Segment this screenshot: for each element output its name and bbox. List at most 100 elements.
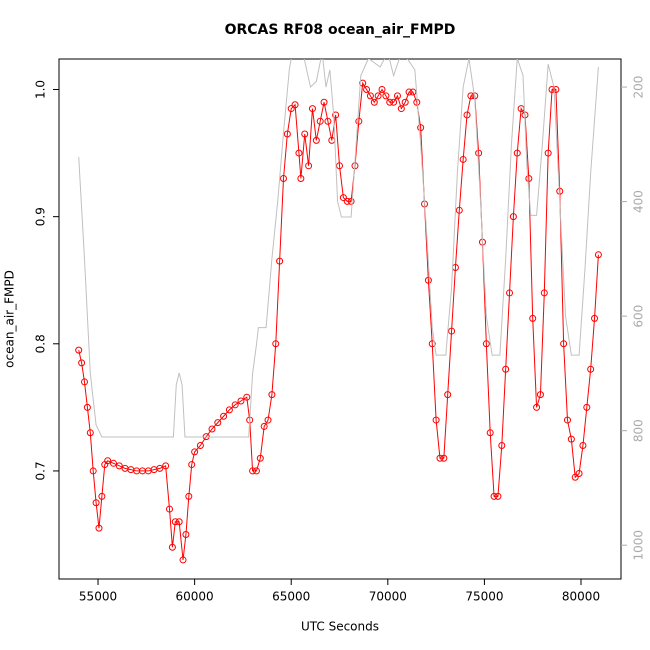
x-tick-label: 75000	[465, 590, 503, 604]
data-point	[463, 111, 471, 119]
data-point	[312, 136, 320, 144]
data-point	[301, 130, 309, 138]
data-point	[525, 175, 533, 183]
data-point	[252, 467, 260, 475]
data-point	[89, 467, 97, 475]
data-point	[81, 378, 89, 386]
data-point	[393, 92, 401, 100]
data-point	[347, 197, 355, 205]
data-point	[386, 98, 394, 106]
data-point	[494, 492, 502, 500]
data-point	[162, 462, 170, 470]
data-point	[436, 454, 444, 462]
data-point	[231, 401, 239, 409]
data-point	[179, 556, 187, 564]
data-point	[533, 403, 541, 411]
data-point	[75, 346, 83, 354]
data-point	[587, 365, 595, 373]
y-tick-label: 0.8	[34, 334, 48, 353]
data-point	[208, 425, 216, 433]
data-point	[156, 464, 164, 472]
data-point	[339, 194, 347, 202]
data-point	[552, 86, 560, 94]
data-point	[359, 79, 367, 87]
x-axis-title: UTC Seconds	[301, 620, 379, 634]
y2-tick-label: 800	[632, 419, 646, 442]
data-point	[243, 393, 251, 401]
data-point	[509, 213, 517, 221]
data-point	[95, 524, 103, 532]
data-point	[409, 88, 417, 96]
data-point	[297, 175, 305, 183]
data-point	[78, 359, 86, 367]
data-point	[336, 162, 344, 170]
data-point	[220, 412, 228, 420]
data-point	[214, 419, 222, 427]
data-point	[98, 492, 106, 500]
data-point	[382, 92, 390, 100]
data-point	[502, 365, 510, 373]
data-point	[513, 149, 521, 157]
data-point	[237, 397, 245, 405]
data-point	[171, 518, 179, 526]
data-point	[378, 86, 386, 94]
y2-tick-label: 1000	[632, 530, 646, 561]
y-tick-label: 1.0	[34, 80, 48, 99]
x-tick-label: 60000	[176, 590, 214, 604]
series-line	[78, 59, 599, 438]
data-point	[536, 391, 544, 399]
data-point	[560, 340, 568, 348]
data-point	[571, 473, 579, 481]
data-point	[448, 327, 456, 335]
data-point	[482, 340, 490, 348]
data-point	[104, 457, 112, 465]
y2-tick-label: 200	[632, 76, 646, 99]
data-point	[490, 492, 498, 500]
data-point	[432, 416, 440, 424]
data-point	[428, 340, 436, 348]
data-point	[185, 492, 193, 500]
data-point	[92, 499, 100, 507]
data-point	[363, 86, 371, 94]
data-point	[115, 462, 123, 470]
y2-tick-label: 600	[632, 305, 646, 328]
data-point	[548, 86, 556, 94]
plot-frame	[58, 58, 622, 580]
data-point	[283, 130, 291, 138]
y2-tick-label: 400	[632, 190, 646, 213]
data-point	[276, 257, 284, 265]
x-tick-label: 70000	[369, 590, 407, 604]
data-point	[272, 340, 280, 348]
data-point	[417, 124, 425, 132]
data-point	[506, 289, 514, 297]
data-point	[583, 403, 591, 411]
data-point	[424, 276, 432, 284]
data-point	[291, 101, 299, 109]
data-point	[540, 289, 548, 297]
data-point	[405, 88, 413, 96]
y-tick-label: 0.7	[34, 461, 48, 480]
data-point	[575, 469, 583, 477]
data-point	[579, 442, 587, 450]
data-point	[175, 518, 183, 526]
data-point	[444, 391, 452, 399]
data-point	[591, 314, 599, 322]
data-point	[305, 162, 313, 170]
data-point	[268, 391, 276, 399]
data-point	[182, 531, 190, 539]
data-point	[168, 543, 176, 551]
data-point	[279, 175, 287, 183]
data-point	[196, 442, 204, 450]
data-point	[563, 416, 571, 424]
x-tick-label: 65000	[272, 590, 310, 604]
data-point	[264, 416, 272, 424]
data-point	[343, 197, 351, 205]
data-point	[390, 98, 398, 106]
data-point	[320, 98, 328, 106]
data-point	[440, 454, 448, 462]
data-point	[109, 459, 117, 467]
data-point	[567, 435, 575, 443]
data-point	[249, 467, 257, 475]
data-point	[594, 251, 602, 259]
